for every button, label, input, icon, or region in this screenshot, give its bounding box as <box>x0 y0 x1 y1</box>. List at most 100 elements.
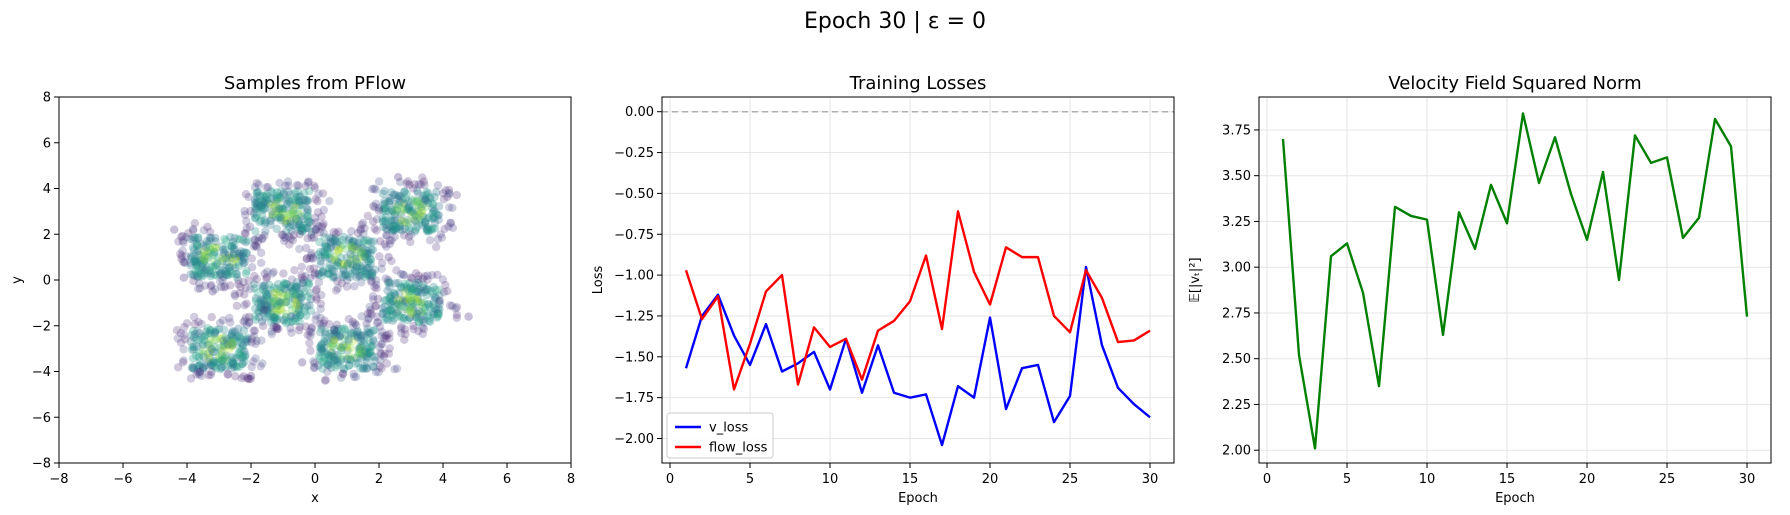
x-tick-label: 20 <box>982 472 999 487</box>
scatter-point <box>210 270 219 279</box>
panel-title: Samples from PFlow <box>224 73 406 94</box>
scatter-point <box>362 319 371 328</box>
x-tick-label: 25 <box>1659 472 1676 487</box>
scatter-point <box>186 252 196 261</box>
scatter-point <box>199 247 208 256</box>
scatter-point <box>323 269 333 278</box>
scatter-point <box>356 226 365 235</box>
scatter-point <box>364 256 374 266</box>
scatter-point <box>251 241 261 251</box>
scatter-point <box>277 283 286 292</box>
scatter-point <box>382 231 392 241</box>
scatter-point <box>187 253 196 262</box>
scatter-point <box>358 349 367 359</box>
scatter-point <box>336 357 345 366</box>
scatter-point <box>210 347 220 357</box>
scatter-point <box>224 253 234 262</box>
scatter-point <box>291 305 301 314</box>
scatter-point <box>267 299 277 309</box>
scatter-point <box>382 223 391 233</box>
scatter-point <box>291 313 300 323</box>
scatter-point <box>256 298 265 308</box>
scatter-point <box>369 237 379 246</box>
scatter-point <box>286 312 295 321</box>
scatter-point <box>275 192 285 202</box>
scatter-point <box>359 252 368 262</box>
scatter-point <box>247 254 256 263</box>
scatter-point <box>432 187 441 197</box>
x-tick-label: 30 <box>1739 472 1756 487</box>
scatter-point <box>221 333 230 342</box>
scatter-point <box>274 296 283 306</box>
scatter-point <box>229 338 238 348</box>
scatter-point <box>410 294 420 304</box>
scatter-point <box>341 325 350 335</box>
scatter-point <box>299 189 309 198</box>
scatter-point <box>385 282 394 292</box>
scatter-point <box>350 353 359 362</box>
scatter-point <box>320 337 329 346</box>
legend-label: flow_loss <box>709 441 768 456</box>
scatter-point <box>286 317 296 326</box>
scatter-point <box>366 254 375 264</box>
scatter-point <box>239 317 248 326</box>
y-tick-label: −1.75 <box>614 391 654 406</box>
scatter-point <box>253 201 262 211</box>
scatter-point <box>257 336 266 345</box>
scatter-point <box>200 332 209 341</box>
scatter-point <box>244 192 253 202</box>
scatter-point <box>245 318 254 328</box>
scatter-point <box>405 313 415 322</box>
scatter-point <box>235 351 245 360</box>
scatter-point <box>239 252 249 262</box>
scatter-point <box>430 292 439 302</box>
scatter-point <box>261 314 270 323</box>
scatter-point <box>356 241 365 251</box>
scatter-point <box>378 309 387 319</box>
scatter-point <box>356 248 365 257</box>
scatter-point <box>325 351 334 361</box>
scatter-point <box>385 329 394 338</box>
scatter-point <box>210 329 219 338</box>
scatter-point <box>278 205 287 214</box>
scatter-point <box>367 237 376 247</box>
scatter-point <box>399 231 409 240</box>
scatter-point <box>273 315 282 324</box>
scatter-point <box>276 299 286 308</box>
y-tick-label: −0.75 <box>614 228 654 243</box>
scatter-point <box>373 318 383 327</box>
scatter-point <box>219 248 228 257</box>
scatter-point <box>242 217 251 226</box>
y-tick-label: 8 <box>43 91 51 106</box>
scatter-point <box>365 302 374 312</box>
scatter-point <box>334 227 343 236</box>
scatter-point <box>247 334 257 343</box>
scatter-point <box>252 188 261 197</box>
scatter-point <box>272 224 281 234</box>
scatter-point <box>418 194 428 204</box>
scatter-point <box>192 260 202 270</box>
scatter-point <box>321 240 330 249</box>
scatter-point <box>261 191 270 200</box>
scatter-point <box>368 184 377 194</box>
scatter-point <box>329 271 338 281</box>
scatter-point <box>201 260 210 270</box>
scatter-point <box>352 263 361 272</box>
scatter-point <box>228 237 238 247</box>
scatter-point <box>368 341 377 350</box>
scatter-point <box>194 256 203 265</box>
scatter-point <box>214 343 224 353</box>
scatter-point <box>343 346 352 355</box>
scatter-point <box>436 230 445 239</box>
scatter-point <box>250 235 260 244</box>
scatter-point <box>421 202 430 211</box>
scatter-point <box>228 333 237 343</box>
scatter-point <box>411 269 421 278</box>
scatter-point <box>430 218 440 228</box>
scatter-point <box>274 204 284 214</box>
scatter-point <box>258 281 267 291</box>
scatter-point <box>255 313 264 322</box>
scatter-point <box>272 322 281 332</box>
scatter-point <box>373 294 383 304</box>
scatter-point <box>189 277 198 286</box>
